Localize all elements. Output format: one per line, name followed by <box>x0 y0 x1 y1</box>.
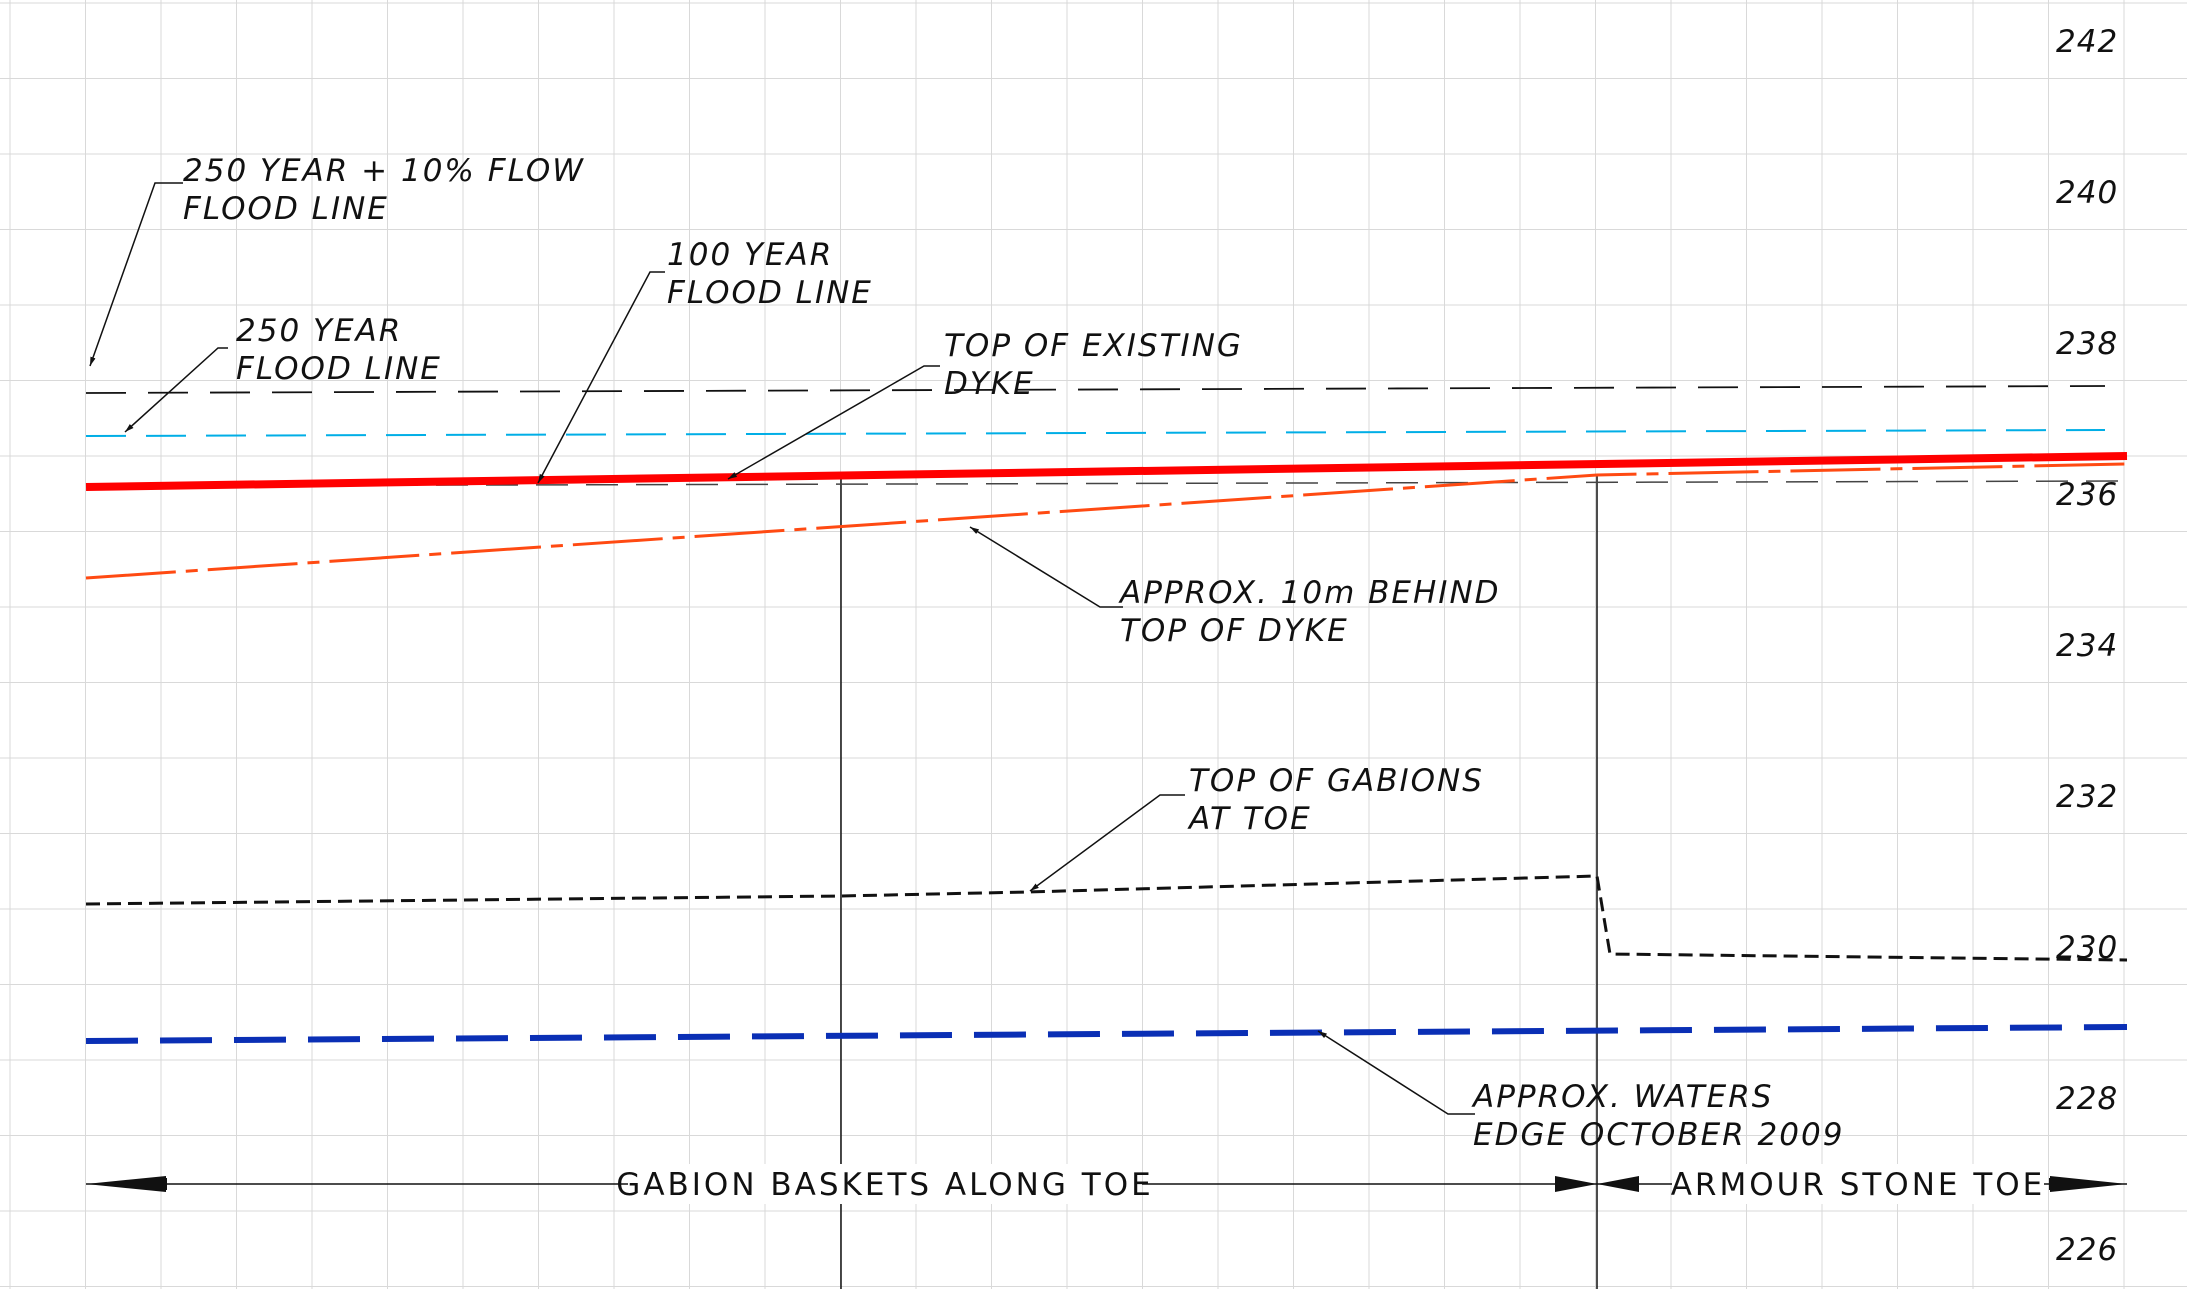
annotation-flow-flood-line-1: 250 YEAR + 10% FLOW <box>183 153 585 189</box>
behind-dyke-line <box>85 462 2128 580</box>
annotation-leaders <box>89 182 1475 1115</box>
dimension-arrow <box>86 1176 166 1192</box>
elevation-label: 242 <box>2056 24 2118 60</box>
leader-top-existing-dyke <box>727 365 940 480</box>
annotation-waters-edge-2: EDGE OCTOBER 2009 <box>1473 1117 1844 1153</box>
flood-line-250yr-10pct <box>85 385 2106 394</box>
leader-flood-100 <box>537 271 665 484</box>
elevation-label: 238 <box>2056 326 2118 362</box>
span-gabion-label: GABION BASKETS ALONG TOE <box>616 1167 1153 1203</box>
leader-flood-250 <box>124 347 228 433</box>
dimension-arrow <box>1555 1176 1597 1192</box>
elevation-label: 236 <box>2056 477 2118 513</box>
annotation-behind-dyke-1: APPROX. 10m BEHIND <box>1118 575 1501 611</box>
span-dimension: GABION BASKETS ALONG TOE ARMOUR STONE TO… <box>86 1164 2127 1204</box>
annotation-top-gabions-1: TOP OF GABIONS <box>1189 763 1484 799</box>
elevation-label: 240 <box>2056 175 2118 211</box>
flood-line-100yr <box>85 452 2128 491</box>
annotation-behind-dyke-2: TOP OF DYKE <box>1120 613 1349 649</box>
flood-line-250yr <box>85 429 2106 437</box>
elevation-label: 234 <box>2056 628 2118 664</box>
annotation-flood-250-1: 250 YEAR <box>236 313 402 349</box>
annotation-flood-100-2: FLOOD LINE <box>667 275 873 311</box>
dimension-arrow <box>2050 1176 2127 1192</box>
elevation-label: 228 <box>2056 1081 2118 1117</box>
annotation-flood-250-2: FLOOD LINE <box>236 351 442 387</box>
annotation-waters-edge-1: APPROX. WATERS <box>1471 1079 1773 1115</box>
leader-top-gabions <box>1029 794 1185 892</box>
span-armour-label: ARMOUR STONE TOE <box>1671 1167 2046 1203</box>
existing-dyke-top-line <box>85 480 2121 487</box>
annotation-flood-100-1: 100 YEAR <box>667 237 833 273</box>
leader-behind-dyke <box>969 526 1123 608</box>
gabion-top-line <box>85 874 2128 962</box>
annotation-top-gabions-2: AT TOE <box>1187 801 1312 837</box>
annotation-top-existing-dyke-2: DYKE <box>944 366 1035 402</box>
dimension-gap <box>1672 1164 2044 1204</box>
elevation-label: 226 <box>2056 1232 2118 1268</box>
annotation-flow-flood-line-2: FLOOD LINE <box>183 191 389 227</box>
elevation-label: 232 <box>2056 779 2118 815</box>
elevation-axis: 242 240 238 236 234 232 230 228 226 <box>2056 24 2118 1268</box>
annotation-top-existing-dyke-1: TOP OF EXISTING <box>944 328 1243 364</box>
waters-edge-line <box>85 1024 2128 1044</box>
dimension-arrow <box>1597 1176 1639 1192</box>
dimension-gap <box>628 1164 1142 1204</box>
leader-flow-flood-line <box>89 182 183 367</box>
leader-waters-edge <box>1317 1030 1475 1115</box>
